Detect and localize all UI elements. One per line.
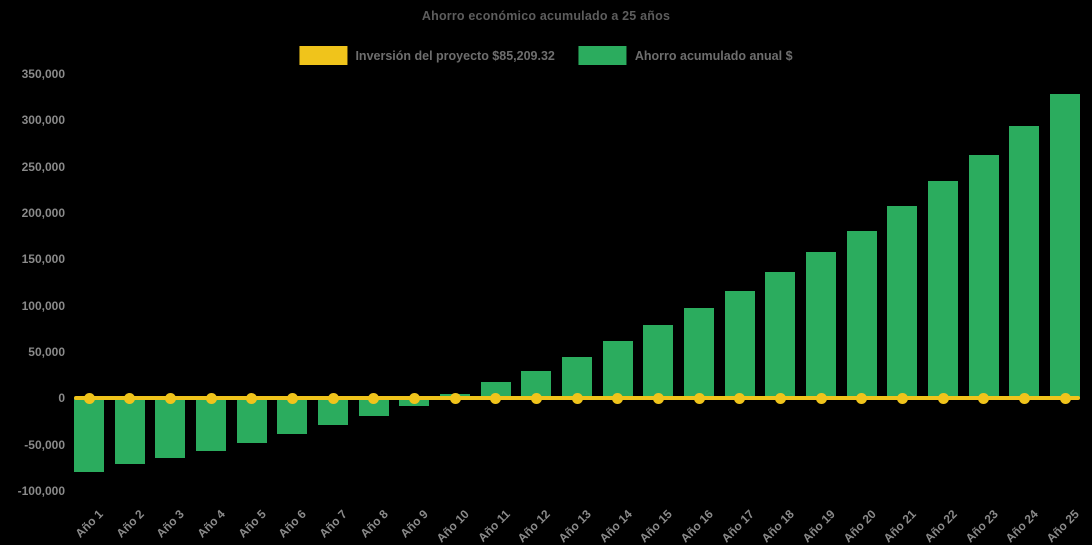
investment-line-marker xyxy=(612,392,624,404)
bar-año-24 xyxy=(1009,125,1040,399)
investment-line-marker xyxy=(774,392,786,404)
investment-line-marker xyxy=(83,392,95,404)
x-tick-label: Año 25 xyxy=(1043,507,1082,545)
bar-año-2 xyxy=(114,398,145,465)
x-tick-label: Año 13 xyxy=(555,507,594,545)
bar-año-1 xyxy=(74,398,104,473)
bar-año-13 xyxy=(562,356,593,399)
x-tick-label: Año 2 xyxy=(113,507,147,541)
y-tick-label: 50,000 xyxy=(28,344,65,359)
investment-line-marker xyxy=(327,392,339,404)
investment-line-marker xyxy=(205,392,217,404)
x-tick-label: Año 21 xyxy=(881,507,920,545)
y-tick-label: 300,000 xyxy=(21,113,65,128)
investment-line-marker xyxy=(734,392,746,404)
y-tick-label: -100,000 xyxy=(17,483,65,498)
y-tick-label: 0 xyxy=(58,391,65,406)
investment-line-marker xyxy=(164,392,176,404)
investment-line-marker xyxy=(937,392,949,404)
investment-line-marker xyxy=(490,392,502,404)
investment-line-marker xyxy=(856,392,868,404)
legend-item-savings: Ahorro acumulado anual $ xyxy=(578,46,793,65)
bar-año-16 xyxy=(684,308,715,399)
bar-año-22 xyxy=(928,181,959,399)
bar-año-20 xyxy=(846,230,877,399)
bar-año-8 xyxy=(358,398,389,416)
bar-año-21 xyxy=(887,206,918,399)
investment-line-marker xyxy=(530,392,542,404)
investment-line-marker xyxy=(978,392,990,404)
x-tick-label: Año 12 xyxy=(515,507,554,545)
bar-año-25 xyxy=(1050,94,1081,399)
y-tick-label: 250,000 xyxy=(21,159,65,174)
chart-title: Ahorro económico acumulado a 25 años xyxy=(421,9,671,23)
x-tick-label: Año 15 xyxy=(637,507,676,545)
investment-line-marker xyxy=(246,392,258,404)
y-tick-label: 350,000 xyxy=(21,67,65,81)
chart-legend: Inversión del proyecto $85,209.32 Ahorro… xyxy=(299,46,793,65)
y-tick-label: 200,000 xyxy=(21,205,65,220)
x-tick-label: Año 10 xyxy=(433,507,472,545)
y-tick-label: 100,000 xyxy=(21,298,65,313)
bar-año-5 xyxy=(236,398,267,443)
legend-item-investment: Inversión del proyecto $85,209.32 xyxy=(299,46,555,65)
x-tick-label: Año 14 xyxy=(596,507,635,545)
investment-line-marker xyxy=(449,392,461,404)
legend-label-savings: Ahorro acumulado anual $ xyxy=(634,48,793,63)
x-tick-label: Año 19 xyxy=(799,507,838,545)
bar-año-15 xyxy=(643,325,674,399)
x-tick-label: Año 11 xyxy=(474,507,513,545)
bar-año-17 xyxy=(724,291,755,399)
investment-swatch xyxy=(299,46,348,65)
x-tick-label: Año 5 xyxy=(235,507,269,541)
x-tick-label: Año 22 xyxy=(921,507,960,545)
investment-line-marker xyxy=(286,392,298,404)
investment-line-marker xyxy=(408,392,420,404)
x-tick-label: Año 4 xyxy=(194,507,228,541)
x-tick-label: Año 16 xyxy=(677,507,716,545)
investment-line-marker xyxy=(571,392,583,404)
x-tick-label: Año 9 xyxy=(397,507,432,541)
investment-line-marker xyxy=(1059,392,1071,404)
investment-line-marker xyxy=(896,392,908,404)
bar-año-3 xyxy=(155,398,186,458)
investment-line-marker xyxy=(693,392,705,404)
x-tick-label: Año 20 xyxy=(840,507,879,545)
investment-line-marker xyxy=(815,392,827,404)
bar-año-23 xyxy=(968,154,999,399)
y-tick-label: -50,000 xyxy=(24,437,65,452)
x-tick-label: Año 17 xyxy=(718,507,757,545)
investment-line-marker xyxy=(124,392,136,404)
investment-line-marker xyxy=(652,392,664,404)
x-tick-label: Año 7 xyxy=(316,507,350,541)
x-tick-label: Año 8 xyxy=(357,507,391,541)
savings-swatch xyxy=(578,46,627,65)
x-tick-label: Año 18 xyxy=(759,507,798,545)
bar-año-14 xyxy=(602,340,633,399)
investment-line-marker xyxy=(1018,392,1030,404)
bar-año-4 xyxy=(196,398,226,451)
y-tick-label: 150,000 xyxy=(21,252,65,267)
legend-label-investment: Inversión del proyecto $85,209.32 xyxy=(355,48,555,63)
investment-line-marker xyxy=(368,392,380,404)
bar-año-19 xyxy=(806,252,837,399)
bar-año-18 xyxy=(765,272,796,399)
bar-año-6 xyxy=(277,398,308,434)
x-tick-label: Año 3 xyxy=(153,507,188,541)
x-tick-label: Año 24 xyxy=(1003,507,1042,545)
bar-año-11 xyxy=(480,382,511,399)
x-tick-label: Año 6 xyxy=(275,507,310,541)
x-tick-label: Año 1 xyxy=(72,507,106,541)
x-tick-label: Año 23 xyxy=(962,507,1001,545)
